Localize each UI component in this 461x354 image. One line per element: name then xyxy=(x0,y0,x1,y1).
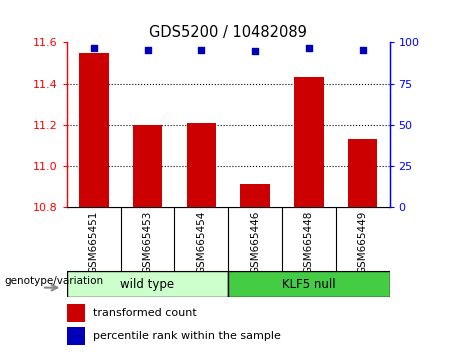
Bar xyxy=(228,271,390,297)
Bar xyxy=(67,327,84,345)
Text: transformed count: transformed count xyxy=(93,308,196,318)
Bar xyxy=(79,53,108,207)
Text: percentile rank within the sample: percentile rank within the sample xyxy=(93,331,281,341)
Bar xyxy=(133,125,162,207)
Text: GSM665453: GSM665453 xyxy=(142,210,153,274)
Point xyxy=(90,45,97,51)
Bar xyxy=(348,139,378,207)
Point xyxy=(198,47,205,53)
Bar xyxy=(67,271,228,297)
Bar xyxy=(240,184,270,207)
Text: KLF5 null: KLF5 null xyxy=(282,278,336,291)
Point xyxy=(251,48,259,53)
Point xyxy=(305,45,313,51)
Bar xyxy=(187,123,216,207)
Text: GSM665451: GSM665451 xyxy=(89,210,99,274)
Text: GSM665449: GSM665449 xyxy=(358,210,368,274)
Text: wild type: wild type xyxy=(120,278,175,291)
Bar xyxy=(67,304,84,322)
Text: genotype/variation: genotype/variation xyxy=(5,275,104,286)
Text: GSM665448: GSM665448 xyxy=(304,210,314,274)
Text: GSM665446: GSM665446 xyxy=(250,210,260,274)
Text: GSM665454: GSM665454 xyxy=(196,210,207,274)
Title: GDS5200 / 10482089: GDS5200 / 10482089 xyxy=(149,25,307,40)
Point xyxy=(359,47,366,53)
Bar xyxy=(294,78,324,207)
Point xyxy=(144,47,151,53)
